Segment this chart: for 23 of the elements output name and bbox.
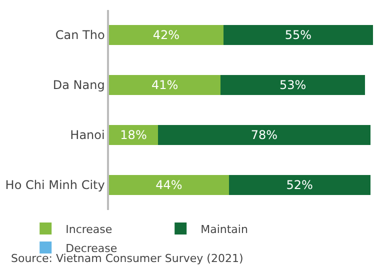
data-label: 41%: [151, 78, 178, 92]
bar: [109, 75, 221, 95]
legend-label: Decrease: [66, 242, 118, 255]
data-label: 44%: [156, 178, 182, 192]
legend-label: Maintain: [200, 222, 248, 236]
data-label: 18%: [120, 128, 147, 142]
data-label: 42%: [152, 28, 180, 42]
data-label: 53%: [279, 78, 306, 92]
legend-label: Increase: [66, 222, 112, 236]
bar: [109, 25, 224, 45]
y-tick-label: Hanoi: [70, 128, 105, 142]
y-tick-label: Ho Chi Minh City: [5, 178, 105, 192]
bar: [228, 175, 370, 195]
y-tick-label: Da Nang: [52, 78, 105, 92]
data-label: 55%: [284, 28, 312, 42]
y-tick-label: Can Tho: [55, 28, 105, 42]
bar: [158, 125, 370, 145]
bar: [109, 175, 229, 195]
source-note: Source: Vietnam Consumer Survey (2021): [11, 252, 244, 265]
data-label: 78%: [250, 128, 278, 142]
data-label: 52%: [286, 178, 313, 192]
bar: [220, 75, 365, 95]
bar: [223, 25, 374, 45]
